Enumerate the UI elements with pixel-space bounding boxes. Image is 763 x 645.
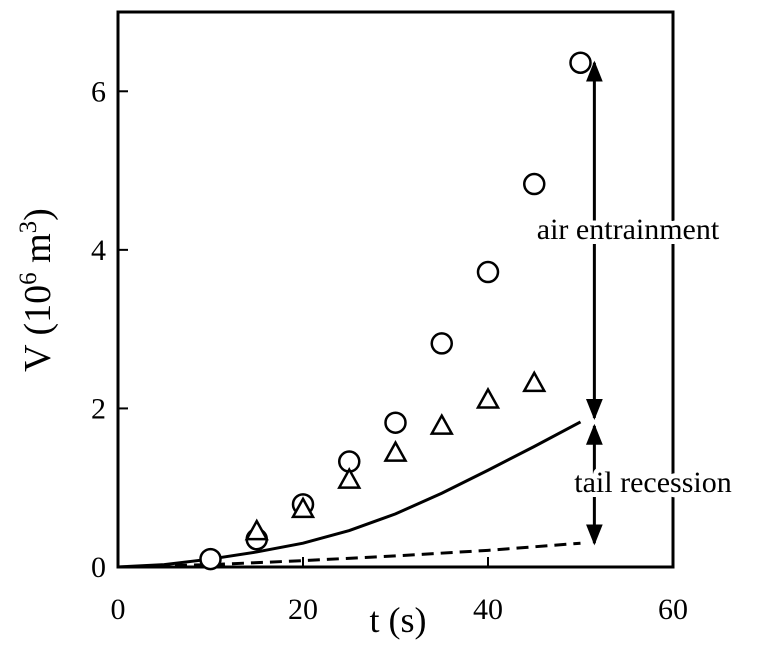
y-axis-label: V (106 m3) [15, 208, 59, 372]
triangle-marker [290, 496, 316, 519]
x-axis-label: t (s) [370, 600, 427, 640]
y-label-part: ) [17, 208, 59, 221]
circle-marker [476, 260, 500, 284]
circle-marker [569, 51, 592, 74]
circle-marker [523, 172, 546, 196]
triangle-marker [522, 370, 547, 393]
y-tick-label: 6 [91, 75, 106, 108]
x-tick-label: 40 [473, 593, 503, 626]
circle-marker [384, 411, 407, 434]
line-series [117, 541, 581, 569]
plot-frame [116, 10, 675, 569]
y-tick-label: 2 [91, 392, 106, 425]
y-label-sup: 3 [15, 221, 42, 234]
annotation: tail recession [574, 466, 731, 499]
line-series [117, 420, 582, 569]
x-tick-label: 20 [288, 593, 318, 626]
y-tick-label: 4 [91, 234, 106, 267]
y-tick-label: 0 [91, 551, 106, 584]
annotation: air entrainment [537, 213, 720, 246]
circle-marker [199, 547, 222, 571]
triangle-marker [429, 413, 454, 435]
triangle-marker [475, 386, 501, 409]
y-label-sup: 6 [15, 272, 42, 285]
triangle-marker [337, 467, 362, 489]
x-tick-label: 60 [658, 593, 688, 626]
triangle-marker [244, 518, 269, 541]
y-label-part: V (10 [17, 285, 59, 372]
triangle-marker [383, 440, 408, 462]
x-tick-label: 0 [111, 593, 126, 626]
circle-marker [430, 332, 453, 355]
y-label-part: m [17, 233, 59, 272]
